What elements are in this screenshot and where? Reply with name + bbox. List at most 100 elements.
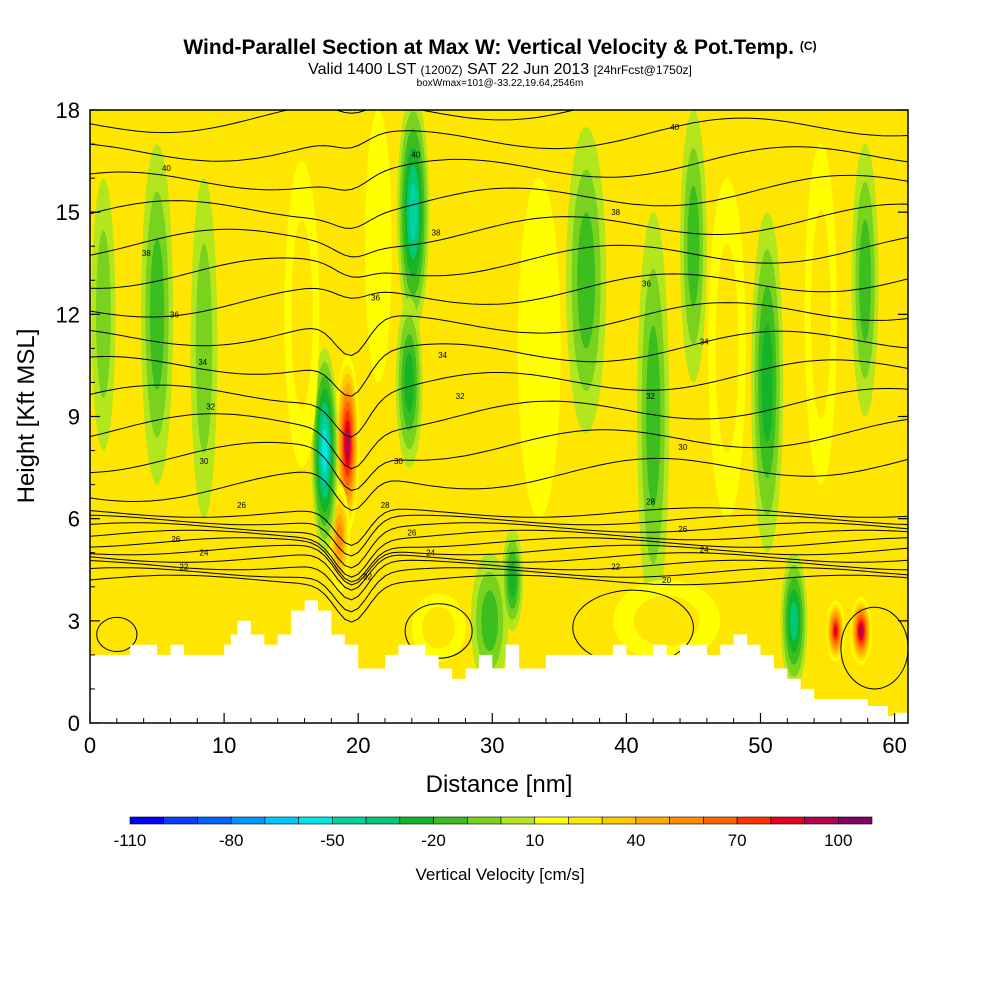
theta-contour-line — [90, 236, 908, 289]
y-tick-label: 12 — [56, 302, 80, 327]
w-feature — [411, 593, 466, 662]
colorbar-tick-label: -80 — [219, 831, 244, 850]
w-feature — [395, 297, 423, 468]
w-level-band — [409, 183, 418, 242]
w-level-band — [833, 625, 838, 637]
colorbar-tick-label: 70 — [728, 831, 747, 850]
x-axis-label: Distance [nm] — [426, 771, 573, 798]
colorbar-segment — [635, 816, 670, 825]
colorbar-tick-label: -20 — [421, 831, 446, 850]
w-level-band — [810, 209, 831, 420]
colorbar-label: Vertical Velocity [cm/s] — [415, 865, 584, 884]
colorbar-segment — [197, 816, 232, 825]
w-level-band — [790, 601, 798, 641]
colorbar-tick-label: 100 — [824, 831, 852, 850]
theta-contour-line — [90, 359, 908, 438]
colorbar-tick-label: 40 — [626, 831, 645, 850]
w-feature — [708, 178, 746, 519]
colorbar-tick-label: -110 — [114, 831, 147, 850]
x-tick-label: 20 — [346, 733, 370, 758]
w-feature — [517, 178, 561, 519]
colorbar-segment — [332, 816, 367, 825]
colorbar-segment — [163, 816, 198, 825]
theta-contour-label: 20 — [662, 576, 671, 585]
theta-contour-label: 40 — [162, 164, 171, 173]
colorbar-segment — [365, 816, 401, 825]
w-level-band — [715, 243, 739, 454]
theta-contour-label: 34 — [438, 351, 447, 360]
theta-contour-label: 36 — [371, 293, 380, 302]
w-feature — [566, 127, 607, 434]
terrain-mask — [90, 600, 908, 723]
chart-title: Wind-Parallel Section at Max W: Vertical… — [0, 36, 1000, 60]
theta-contour-label: 26 — [171, 535, 180, 544]
forecast-info: [24hrFcst@1750z] — [593, 63, 692, 77]
theta-contour-labels: 40 40 40 38 38 38 36 36 36 34 34 34 32 32 32 30 30 30 26 28… — [142, 123, 709, 585]
w-feature — [190, 178, 218, 519]
w-level-band — [859, 219, 872, 341]
w-feature — [780, 552, 808, 689]
colorbar: -110 -80 -50 -20 10 40 70 100 — [114, 816, 873, 850]
theta-contour-label: 24 — [700, 545, 709, 554]
valid-prefix: Valid 1400 LST — [308, 61, 417, 78]
w-feature — [804, 144, 837, 485]
colorbar-segment — [770, 816, 805, 825]
w-level-band — [422, 606, 456, 649]
y-tick-label: 15 — [56, 200, 80, 225]
colorbar-segment — [433, 816, 468, 825]
w-level-band — [321, 429, 328, 473]
theta-contour-line — [90, 146, 908, 191]
colorbar-segment — [466, 816, 502, 825]
theta-contour-line — [90, 574, 908, 623]
w-level-band — [859, 625, 863, 637]
y-tick-label: 6 — [68, 507, 80, 532]
y-axis-label: Height [Kft MSL] — [13, 329, 40, 504]
colorbar-segment — [534, 816, 569, 825]
y-tick-label: 9 — [68, 405, 80, 430]
theta-contour-label: 40 — [670, 123, 679, 132]
theta-contour-label: 40 — [411, 150, 420, 159]
colorbar-segment — [230, 816, 266, 825]
theta-contour-line — [90, 203, 908, 258]
theta-contour-label: 28 — [381, 501, 390, 510]
theta-contour-label: 22 — [179, 562, 188, 571]
colorbar-tick-label: 10 — [525, 831, 544, 850]
theta-contour-line — [90, 110, 577, 134]
y-tick-label: 3 — [68, 609, 80, 634]
w-feature — [851, 144, 879, 417]
theta-contour-line — [90, 567, 908, 613]
theta-contour-label: 32 — [206, 402, 215, 411]
w-feature — [637, 212, 670, 621]
theta-contour-label: 22 — [611, 562, 620, 571]
theta-contour-label: 34 — [198, 358, 207, 367]
theta-contour-label: 22 — [363, 573, 372, 582]
theta-contour-line — [90, 302, 908, 357]
x-tick-label: 0 — [84, 733, 96, 758]
theta-contour-label: 34 — [700, 338, 709, 347]
colorbar-segment — [399, 816, 434, 825]
w-level-band — [291, 220, 313, 409]
theta-contour-label: 26 — [237, 501, 246, 510]
theta-contour-line — [90, 529, 908, 578]
theta-contour-label: 36 — [642, 280, 651, 289]
w-level-band — [149, 238, 165, 391]
potential-temperature-contours — [90, 110, 908, 690]
w-level-band — [195, 243, 213, 454]
y-tick-label: 18 — [56, 98, 80, 123]
w-feature — [501, 528, 524, 632]
w-level-band — [646, 325, 661, 508]
theta-contour-line — [90, 544, 908, 586]
colorbar-segment — [837, 816, 873, 825]
theta-contour-line — [90, 522, 908, 569]
w-feature — [751, 212, 784, 553]
colorbar-segment — [601, 816, 637, 825]
theta-contour-label: 30 — [678, 443, 687, 452]
theta-contour-label: 26 — [407, 528, 416, 537]
theta-contour-line — [90, 552, 908, 591]
colorbar-tick-label: -50 — [320, 831, 345, 850]
x-tick-label: 60 — [882, 733, 906, 758]
theta-contour-loop — [96, 616, 138, 652]
theta-contour-label: 30 — [394, 457, 403, 466]
copyright-mark: (C) — [799, 39, 817, 53]
